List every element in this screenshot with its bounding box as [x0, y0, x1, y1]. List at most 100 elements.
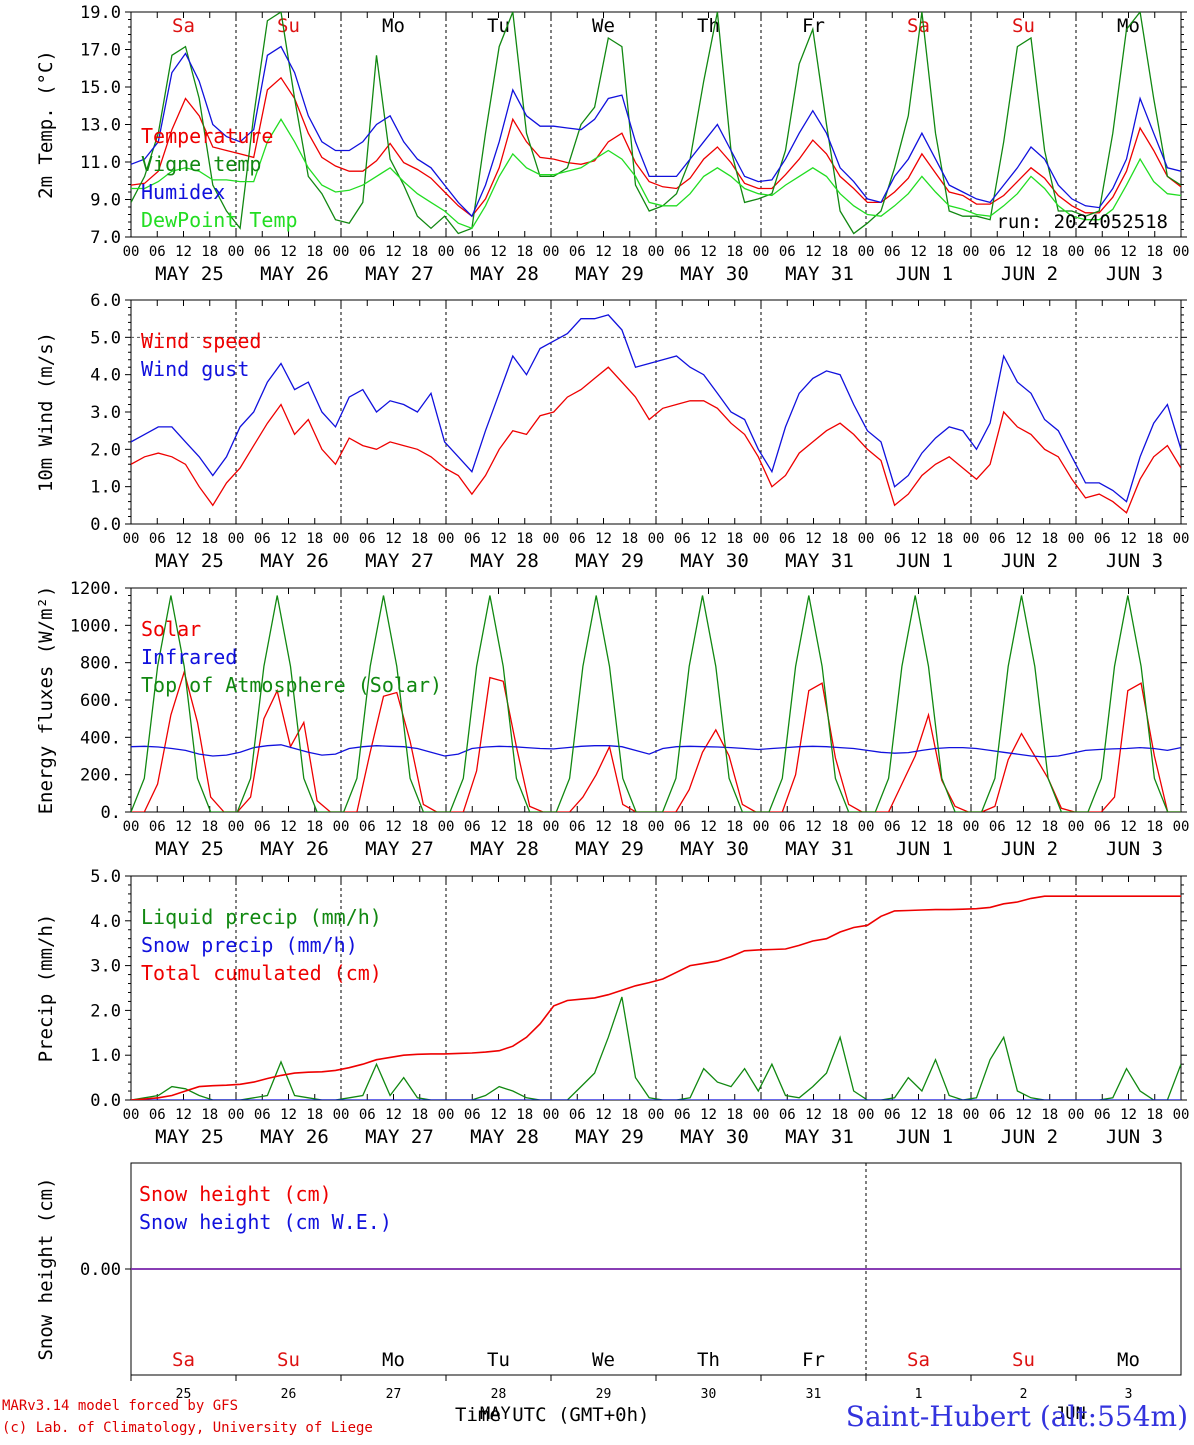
- hour-tick-label: 18: [516, 244, 533, 260]
- hour-tick-label: 00: [228, 531, 245, 547]
- day-name-label: Fr: [802, 15, 825, 37]
- hour-tick-label: 00: [648, 819, 665, 835]
- y-tick-label: 0.: [101, 803, 121, 823]
- panel-4: 0.0 1.0 2.0 3.0 4.0 5.0 Precip (mm/h) 00 06 12 18 M…: [35, 867, 1189, 1148]
- hour-tick-label: 12: [1015, 531, 1032, 547]
- hour-tick-label: 06: [884, 531, 901, 547]
- hour-tick-label: 00: [333, 244, 350, 260]
- hour-tick-label: 12: [700, 244, 717, 260]
- hour-tick-label: 00: [1173, 531, 1190, 547]
- hour-tick-label: 12: [280, 819, 297, 835]
- hour-tick-label: 00: [753, 531, 770, 547]
- hour-tick-label: 18: [306, 819, 323, 835]
- hour-tick-label: 12: [385, 819, 402, 835]
- lab-credit: (c) Lab. of Climatology, University of L…: [2, 1420, 373, 1436]
- y-tick-label: 1.0: [90, 478, 121, 498]
- y-tick-label: 2.0: [90, 440, 121, 460]
- y-tick-label: 3.0: [90, 957, 121, 977]
- hour-tick-label: 00: [753, 1107, 770, 1123]
- hour-tick-label: 18: [621, 244, 638, 260]
- date-label: JUN 2: [1001, 550, 1058, 572]
- hour-tick-label: 06: [674, 531, 691, 547]
- day-name-label: We: [592, 15, 615, 37]
- hour-tick-label: 00: [963, 244, 980, 260]
- hour-tick-label: 06: [359, 244, 376, 260]
- hour-tick-label: 06: [779, 819, 796, 835]
- hour-tick-label: 00: [123, 1107, 140, 1123]
- date-label: MAY 28: [470, 838, 539, 860]
- hour-tick-label: 12: [1120, 1107, 1137, 1123]
- hour-tick-label: 18: [726, 531, 743, 547]
- legend-entry: Infrared: [141, 645, 237, 669]
- hour-tick-label: 00: [648, 244, 665, 260]
- hour-tick-label: 06: [1094, 819, 1111, 835]
- y-tick-label: 4.0: [90, 366, 121, 386]
- date-label: MAY 27: [365, 263, 434, 285]
- y-tick-label: 13.0: [80, 116, 121, 136]
- hour-tick-label: 00: [228, 244, 245, 260]
- day-name-label: Tu: [487, 15, 510, 37]
- hour-tick-label: 06: [149, 819, 166, 835]
- hour-tick-label: 00: [858, 819, 875, 835]
- legend-entry: Top of Atmosphere (Solar): [141, 673, 442, 697]
- hour-tick-label: 12: [280, 1107, 297, 1123]
- day-name-label: Su: [1012, 15, 1035, 37]
- y-axis-label: Energy fluxes (W/m²): [35, 586, 57, 815]
- hour-tick-label: 18: [306, 244, 323, 260]
- hour-tick-label: 06: [884, 244, 901, 260]
- hour-tick-label: 18: [936, 244, 953, 260]
- date-label: JUN 2: [1001, 1126, 1058, 1148]
- legend-entry: Snow height (cm W.E.): [139, 1210, 392, 1234]
- date-label: MAY 26: [260, 550, 329, 572]
- plot-frame: [130, 11, 1182, 238]
- hour-tick-label: 06: [779, 531, 796, 547]
- hour-tick-label: 06: [254, 819, 271, 835]
- y-axis-label: Snow height (cm): [35, 1177, 57, 1360]
- legend-entry: Snow height (cm): [139, 1182, 332, 1206]
- hour-tick-label: 12: [175, 819, 192, 835]
- hour-tick-label: 06: [149, 244, 166, 260]
- series-line-wind-gust: [131, 314, 1181, 503]
- hour-tick-label: 18: [201, 819, 218, 835]
- date-label: MAY 25: [155, 263, 224, 285]
- y-tick-label: 7.0: [90, 228, 121, 248]
- hour-tick-label: 12: [805, 819, 822, 835]
- hour-tick-label: 06: [674, 244, 691, 260]
- hour-tick-label: 00: [438, 244, 455, 260]
- hour-tick-label: 18: [516, 1107, 533, 1123]
- series-line-liquid-precip-mm-h-: [131, 996, 1181, 1100]
- day-name-label: Th: [697, 1349, 720, 1371]
- date-label: MAY 28: [470, 263, 539, 285]
- hour-tick-label: 12: [1015, 819, 1032, 835]
- date-label: JUN 3: [1106, 263, 1163, 285]
- hour-tick-label: 00: [333, 819, 350, 835]
- day-name-label: We: [592, 1349, 615, 1371]
- y-tick-label: 9.0: [90, 191, 121, 211]
- day-number-label: 2: [1020, 1387, 1028, 1402]
- hour-tick-label: 06: [149, 1107, 166, 1123]
- date-label: MAY 29: [575, 550, 644, 572]
- hour-tick-label: 18: [621, 1107, 638, 1123]
- hour-tick-label: 00: [438, 1107, 455, 1123]
- date-label: MAY 27: [365, 838, 434, 860]
- hour-tick-label: 06: [569, 819, 586, 835]
- hour-tick-label: 12: [595, 244, 612, 260]
- hour-tick-label: 18: [306, 1107, 323, 1123]
- day-number-label: 30: [701, 1387, 717, 1402]
- hour-tick-label: 06: [254, 1107, 271, 1123]
- y-tick-label: 0.0: [90, 515, 121, 535]
- hour-tick-label: 00: [123, 244, 140, 260]
- day-number-label: 31: [806, 1387, 822, 1402]
- y-tick-label: 15.0: [80, 78, 121, 98]
- hour-tick-label: 06: [989, 1107, 1006, 1123]
- hour-tick-label: 12: [490, 1107, 507, 1123]
- hour-tick-label: 06: [989, 244, 1006, 260]
- hour-tick-label: 06: [359, 1107, 376, 1123]
- hour-tick-label: 06: [674, 819, 691, 835]
- legend-entry: Total cumulated (cm): [141, 961, 382, 985]
- hour-tick-label: 12: [385, 244, 402, 260]
- hour-tick-label: 18: [1146, 819, 1163, 835]
- hour-tick-label: 06: [989, 531, 1006, 547]
- day-number-label: 26: [281, 1387, 297, 1402]
